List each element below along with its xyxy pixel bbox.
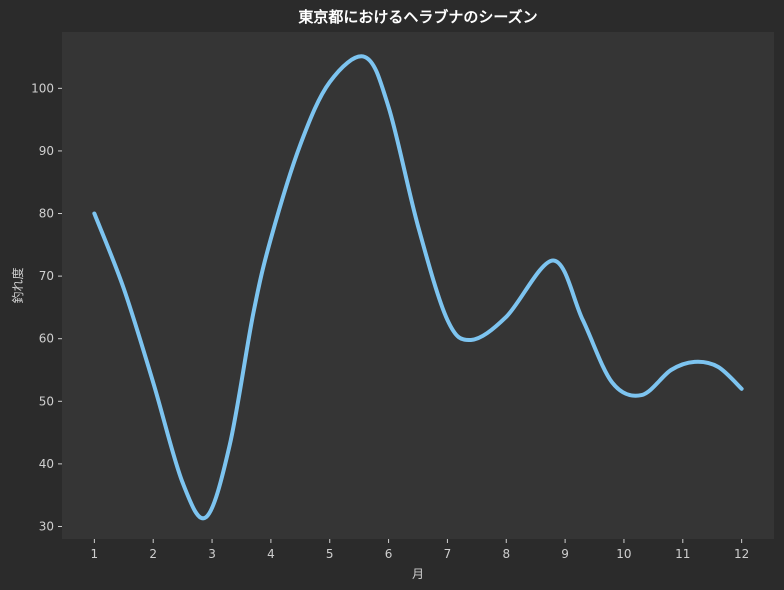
- x-axis-label: 月: [412, 567, 424, 581]
- x-tick-label: 6: [385, 547, 393, 561]
- x-tick-label: 11: [675, 547, 690, 561]
- x-tick-label: 10: [616, 547, 631, 561]
- x-axis: 1 2 3 4 5 6 7 8 9 10 11 12: [91, 539, 749, 561]
- y-axis: 30 40 50 60 70 80 90 100: [31, 81, 62, 533]
- y-tick-label: 70: [39, 269, 54, 283]
- y-tick-label: 40: [39, 457, 54, 471]
- x-tick-label: 4: [267, 547, 275, 561]
- y-tick-label: 50: [39, 394, 54, 408]
- series-layer: [92, 54, 744, 521]
- y-tick-label: 90: [39, 144, 54, 158]
- chart-title: 東京都におけるヘラブナのシーズン: [298, 8, 537, 26]
- y-tick-label: 100: [31, 81, 54, 95]
- x-tick-label: 8: [502, 547, 510, 561]
- x-tick-label: 2: [149, 547, 157, 561]
- x-tick-label: 7: [444, 547, 452, 561]
- x-tick-label: 9: [561, 547, 569, 561]
- plot-area: [62, 32, 774, 539]
- x-tick-label: 3: [208, 547, 216, 561]
- y-tick-label: 60: [39, 332, 54, 346]
- series-line: [92, 54, 744, 521]
- x-tick-label: 12: [734, 547, 749, 561]
- y-axis-label: 釣れ度: [10, 267, 25, 303]
- y-tick-label: 30: [39, 519, 54, 533]
- x-tick-label: 5: [326, 547, 334, 561]
- x-tick-label: 1: [91, 547, 99, 561]
- y-tick-label: 80: [39, 207, 54, 221]
